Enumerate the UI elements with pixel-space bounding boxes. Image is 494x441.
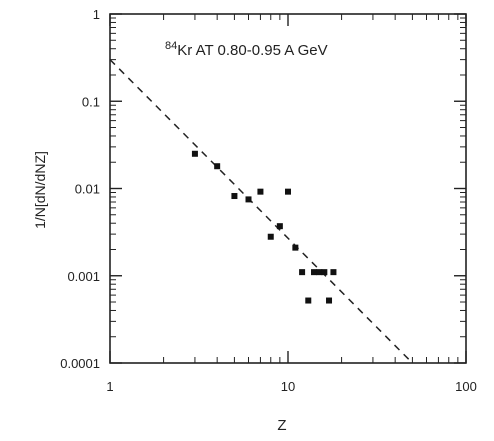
y-tick-label: 0.0001 <box>60 356 100 371</box>
data-point <box>330 269 337 276</box>
data-point <box>321 269 328 276</box>
data-point <box>231 193 238 200</box>
data-point <box>299 269 306 276</box>
data-point <box>214 163 221 170</box>
y-tick-label: 0.1 <box>82 94 100 109</box>
axes-layer <box>109 13 467 364</box>
data-point <box>292 244 299 251</box>
data-point <box>311 269 318 276</box>
y-tick-label: 0.01 <box>75 182 100 197</box>
y-axis-label: 1/N[dN/dNZ] <box>32 151 48 229</box>
data-point <box>285 188 291 195</box>
y-tick-label: 0.001 <box>67 269 100 284</box>
data-point <box>316 269 323 276</box>
chart-title: 84Kr AT 0.80-0.95 A GeV <box>165 40 328 59</box>
data-point <box>305 297 312 304</box>
data-point <box>257 188 264 195</box>
labels-layer: 1 10 100 1 0.1 0.01 0.001 0.0001 <box>60 7 477 394</box>
data-point <box>191 150 198 157</box>
fit-layer <box>109 59 413 364</box>
x-axis-label: Z <box>277 417 286 434</box>
data-point <box>326 297 333 304</box>
data-point <box>267 233 274 240</box>
x-tick-label: 100 <box>455 379 477 394</box>
data-point <box>245 196 252 203</box>
data-point <box>276 223 283 230</box>
points-layer <box>191 150 337 304</box>
x-tick-label: 10 <box>281 379 295 394</box>
x-tick-label: 1 <box>106 379 113 394</box>
chart-title-superscript: 84 <box>165 40 177 52</box>
plot-frame <box>109 13 467 364</box>
chart-title-main: Kr AT 0.80-0.95 A GeV <box>177 42 327 59</box>
ticks-layer <box>109 13 467 364</box>
fit-line <box>109 59 413 364</box>
y-tick-label: 1 <box>93 7 100 22</box>
